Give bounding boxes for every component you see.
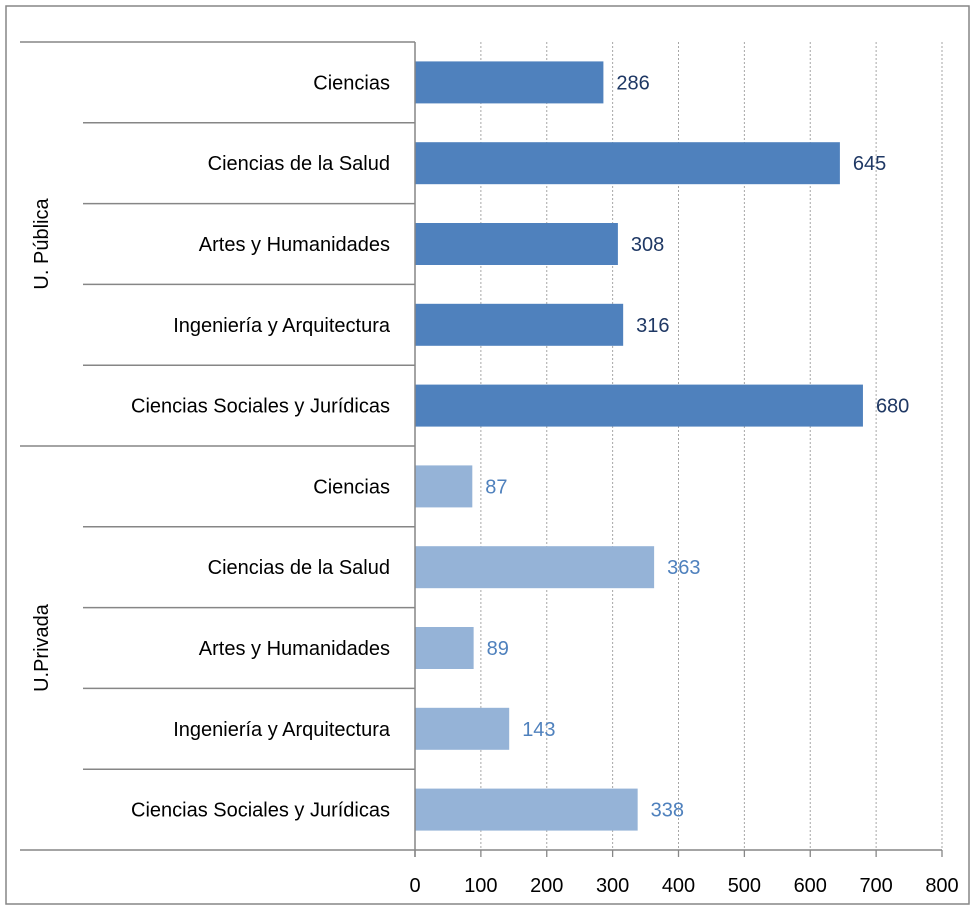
data-label-g0-2: 308: [631, 234, 664, 256]
bar-g0-1: [415, 142, 840, 185]
data-label-g0-4: 680: [876, 396, 909, 418]
x-tick-label-0: 0: [409, 875, 420, 897]
data-label-g1-0: 87: [485, 476, 507, 498]
x-tick-label-700: 700: [859, 875, 892, 897]
category-label-g0-3: Ingeniería y Arquitectura: [173, 315, 391, 337]
bar-g1-4: [415, 788, 638, 831]
data-label-g0-3: 316: [636, 315, 669, 337]
group-label-1: U.Privada: [31, 603, 53, 692]
labels: 0 100 200 300 400 500 600 700 800 286 Ciencias 645 C…: [31, 72, 959, 897]
bars: [415, 61, 863, 831]
x-tick-label-200: 200: [530, 875, 563, 897]
data-label-g1-2: 89: [487, 638, 509, 660]
x-tick-label-300: 300: [596, 875, 629, 897]
gridlines: [480, 42, 943, 850]
bar-g1-2: [415, 627, 474, 669]
data-label-g1-1: 363: [667, 557, 700, 579]
category-label-g1-4: Ciencias Sociales y Jurídicas: [131, 800, 390, 822]
data-label-g1-3: 143: [522, 719, 555, 741]
bar-g0-3: [415, 303, 624, 346]
data-label-g1-4: 338: [651, 800, 684, 822]
data-label-g0-1: 645: [853, 153, 886, 175]
group-label-0: U. Pública: [31, 198, 53, 290]
bar-g1-1: [415, 546, 655, 589]
bar-g0-2: [415, 223, 618, 265]
x-tick-label-500: 500: [728, 875, 761, 897]
category-label-g1-1: Ciencias de la Salud: [208, 557, 390, 579]
bar-g0-4: [415, 384, 863, 427]
category-label-g1-0: Ciencias: [313, 476, 390, 498]
category-label-g1-3: Ingeniería y Arquitectura: [173, 719, 391, 741]
x-tick-label-100: 100: [464, 875, 497, 897]
x-tick-label-800: 800: [925, 875, 958, 897]
bar-g1-3: [415, 707, 510, 750]
category-label-g1-2: Artes y Humanidades: [199, 638, 390, 660]
category-label-g0-1: Ciencias de la Salud: [208, 153, 390, 175]
category-label-g0-2: Artes y Humanidades: [199, 234, 390, 256]
x-tick-label-400: 400: [662, 875, 695, 897]
bar-g1-0: [415, 465, 473, 508]
x-tick-label-600: 600: [794, 875, 827, 897]
data-label-g0-0: 286: [616, 72, 649, 94]
category-label-g0-4: Ciencias Sociales y Jurídicas: [131, 396, 390, 418]
bar-g0-0: [415, 61, 604, 104]
axes: [20, 41, 943, 857]
category-label-g0-0: Ciencias: [313, 72, 390, 94]
